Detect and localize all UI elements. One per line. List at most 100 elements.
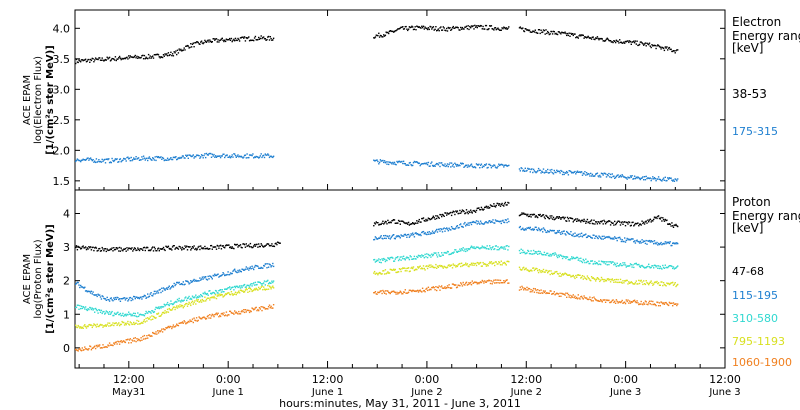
data-point [644, 242, 647, 245]
data-point [253, 243, 256, 246]
data-point [647, 219, 649, 221]
data-point [83, 349, 85, 351]
data-point [213, 295, 215, 298]
data-point [504, 248, 507, 250]
data-point [252, 283, 254, 285]
data-point [186, 321, 189, 324]
data-point [415, 290, 417, 293]
data-point [571, 256, 573, 258]
legend-entry-1060-1900: 1060-1900 [732, 356, 792, 369]
data-point [459, 164, 461, 167]
data-point [404, 270, 406, 272]
data-point [597, 237, 599, 240]
data-point [93, 323, 95, 325]
data-point [549, 169, 551, 171]
data-point [266, 38, 268, 41]
data-point [648, 266, 651, 268]
data-point [268, 304, 271, 306]
data-point [373, 292, 375, 294]
data-point [505, 27, 507, 29]
data-point [623, 41, 625, 43]
data-point [113, 314, 115, 317]
data-point [118, 341, 120, 343]
data-point [268, 263, 271, 265]
data-point [592, 175, 594, 177]
data-point [578, 257, 580, 260]
data-point [581, 219, 584, 221]
data-point [219, 294, 222, 297]
data-point [120, 247, 122, 249]
data-point [499, 264, 502, 266]
data-point [442, 164, 444, 166]
data-point [677, 303, 679, 305]
data-point [518, 249, 521, 252]
data-point [115, 313, 117, 315]
data-point [492, 219, 494, 221]
data-point [544, 271, 546, 273]
data-point [504, 280, 507, 282]
data-point [441, 285, 443, 287]
data-point [538, 228, 541, 230]
data-point [427, 233, 430, 235]
data-point [382, 238, 384, 240]
data-point [650, 300, 652, 302]
data-point [101, 295, 103, 297]
data-point [573, 171, 575, 173]
data-point [619, 224, 622, 226]
data-point [137, 57, 139, 59]
data-point [182, 322, 184, 324]
data-point [587, 221, 589, 224]
data-point [536, 228, 538, 231]
data-point [593, 175, 595, 177]
data-point [388, 258, 391, 261]
data-point [130, 315, 132, 317]
data-point [435, 215, 437, 217]
data-point [416, 233, 418, 235]
data-point [580, 260, 583, 263]
x-tick-time-label: 12:00 [312, 373, 344, 386]
data-point [181, 322, 183, 324]
data-point [138, 339, 141, 341]
data-point [662, 47, 664, 49]
data-point [411, 258, 413, 260]
data-point [424, 232, 426, 234]
data-point [669, 302, 671, 305]
data-point [481, 265, 483, 267]
data-point [147, 57, 149, 60]
data-point [619, 221, 621, 223]
data-point [397, 292, 400, 294]
data-point [190, 298, 193, 300]
data-point [132, 159, 134, 161]
data-point [505, 264, 507, 266]
data-point [656, 178, 658, 180]
data-point [99, 160, 102, 163]
data-point [118, 246, 121, 249]
data-point [210, 296, 213, 299]
data-point [102, 344, 104, 346]
data-point [507, 201, 509, 204]
data-point [263, 38, 266, 40]
data-point [658, 284, 661, 286]
data-point [568, 32, 570, 34]
data-point [633, 241, 635, 243]
data-point [89, 246, 92, 248]
data-point [80, 326, 82, 328]
data-point [165, 288, 167, 290]
data-point [674, 267, 676, 269]
data-point [158, 315, 160, 317]
data-point [432, 165, 435, 167]
data-point [264, 284, 266, 286]
data-point [523, 289, 525, 291]
data-point [498, 248, 501, 250]
data-point [197, 246, 199, 248]
data-point [239, 313, 242, 315]
data-point [518, 266, 521, 268]
data-point [91, 159, 93, 162]
data-point [168, 54, 170, 57]
data-point [654, 304, 656, 306]
data-point [137, 248, 140, 251]
data-point [158, 289, 160, 291]
data-point [147, 246, 149, 249]
data-point [663, 303, 666, 305]
data-point [99, 161, 101, 163]
